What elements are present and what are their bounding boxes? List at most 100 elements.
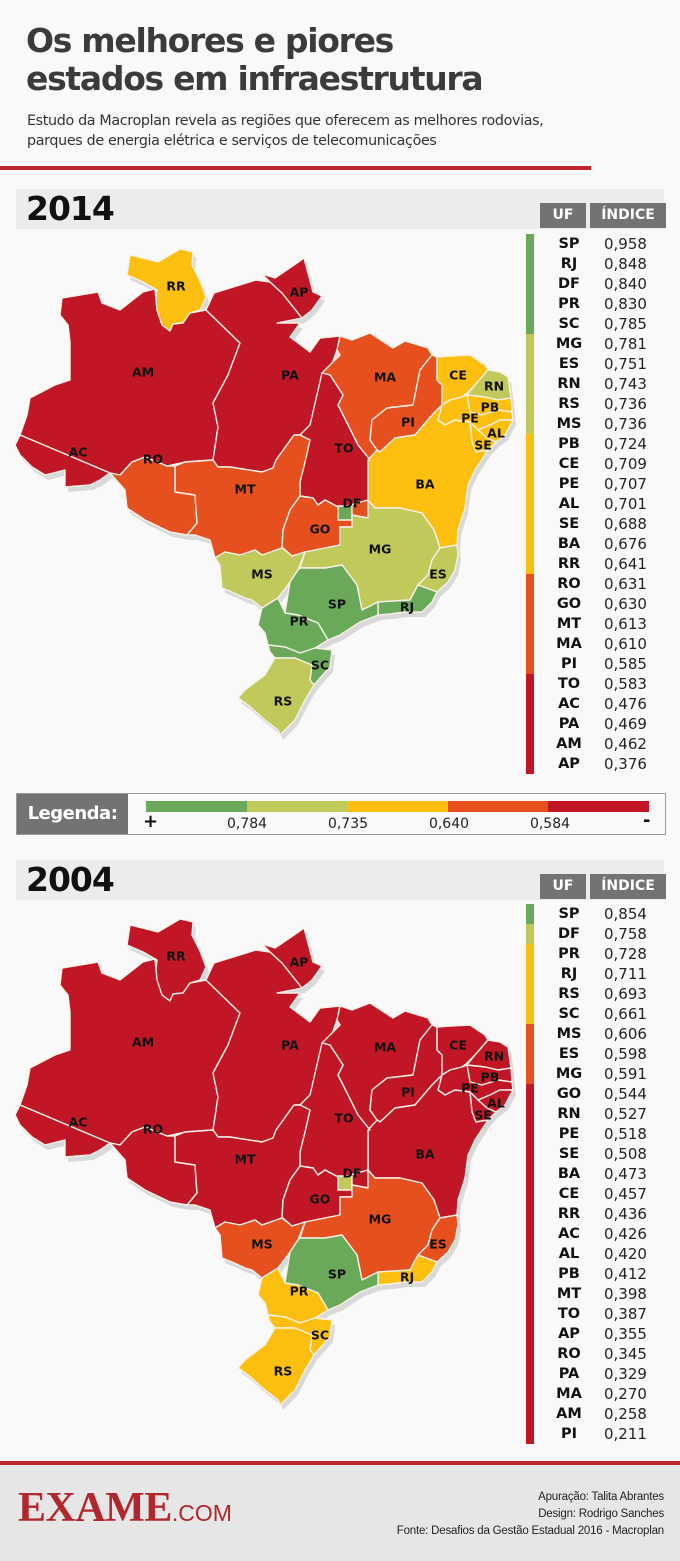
table-row: MG 0,591 [526, 1064, 666, 1084]
state-label: GO [310, 1192, 331, 1207]
state-index: 0,518 [604, 1125, 647, 1143]
table-row: MS 0,606 [526, 1024, 666, 1044]
state-index: 0,676 [604, 535, 647, 553]
credit-source: Fonte: Desafios da Gestão Estadual 2016 … [396, 1525, 664, 1537]
state-es [417, 544, 459, 593]
state-code: AC [558, 696, 580, 712]
tier-color-bar [526, 1244, 534, 1264]
table-row: SP 0,958 [526, 234, 666, 254]
legend-threshold: 0,640 [428, 816, 470, 832]
state-label: MG [369, 1212, 392, 1227]
state-label: PA [281, 368, 299, 383]
state-am [19, 288, 241, 476]
state-label: RS [274, 694, 293, 709]
state-label: MA [374, 370, 396, 385]
table-row: AM 0,462 [526, 734, 666, 754]
state-index: 0,736 [604, 395, 647, 413]
state-index: 0,848 [604, 255, 647, 273]
state-code: RN [557, 376, 581, 392]
tier-color-bar [526, 254, 534, 274]
state-code: PA [558, 716, 580, 732]
state-label: SE [474, 438, 492, 453]
legend-color-scale [146, 801, 649, 812]
state-index: 0,585 [604, 655, 647, 673]
state-index: 0,345 [604, 1345, 647, 1363]
state-code: RJ [560, 256, 578, 272]
state-ce [436, 1024, 489, 1076]
table-row: SP 0,854 [526, 904, 666, 924]
state-rj [377, 584, 438, 616]
tier-color-bar [526, 234, 534, 254]
state-code: GO [556, 1086, 582, 1102]
state-index: 0,743 [604, 375, 647, 393]
state-label: AC [69, 1115, 88, 1130]
tier-color-bar [526, 984, 534, 1004]
state-code: SE [558, 1146, 580, 1162]
state-index: 0,211 [604, 1425, 647, 1443]
tier-color-bar [526, 674, 534, 694]
tier-color-bar [526, 734, 534, 754]
state-index: 0,707 [604, 475, 647, 493]
table-row: ES 0,751 [526, 354, 666, 374]
table-row: PA 0,469 [526, 714, 666, 734]
legend: Legenda: + 0,784 0,735 0,640 0,584 - [16, 793, 666, 835]
tier-color-bar [526, 314, 534, 334]
table-row: GO 0,544 [526, 1084, 666, 1104]
state-rj [377, 1254, 438, 1286]
state-label: RR [166, 279, 186, 294]
state-index: 0,462 [604, 735, 647, 753]
state-index: 0,544 [604, 1085, 647, 1103]
state-ce [436, 354, 489, 406]
table-row: RO 0,345 [526, 1344, 666, 1364]
tier-color-bar [526, 634, 534, 654]
legend-threshold: 0,584 [529, 816, 571, 832]
tier-color-bar [526, 594, 534, 614]
state-index: 0,376 [604, 755, 647, 773]
tier-color-bar [526, 514, 534, 534]
state-index: 0,728 [604, 945, 647, 963]
state-code: RS [558, 396, 580, 412]
state-index: 0,854 [604, 905, 647, 923]
table-row: TO 0,583 [526, 674, 666, 694]
footer-divider [0, 1461, 680, 1465]
table-row: PI 0,211 [526, 1424, 666, 1444]
tier-color-bar [526, 944, 534, 964]
state-label: AM [132, 1035, 154, 1050]
legend-threshold: 0,784 [226, 816, 268, 832]
state-label: DF [343, 1166, 362, 1181]
state-code: GO [556, 596, 582, 612]
state-code: AC [558, 1226, 580, 1242]
exame-logo[interactable]: EXAME.COM [18, 1485, 232, 1536]
table-row: CE 0,457 [526, 1184, 666, 1204]
state-label: SP [328, 1267, 346, 1282]
state-label: AL [487, 1096, 505, 1111]
state-label: PE [461, 411, 479, 426]
state-label: TO [334, 441, 353, 456]
table-row: AP 0,355 [526, 1324, 666, 1344]
footer: EXAME.COM Apuração: Talita Abrantes Desi… [0, 1465, 680, 1561]
state-index: 0,711 [604, 965, 647, 983]
state-label: RN [484, 379, 504, 394]
tier-color-bar [526, 1204, 534, 1224]
page-title: Os melhores e piores estados em infraest… [26, 22, 666, 98]
state-index: 0,426 [604, 1225, 647, 1243]
state-index: 0,329 [604, 1365, 647, 1383]
title-divider [0, 166, 591, 170]
tier-color-bar [526, 924, 534, 944]
legend-swatch-tier1 [146, 801, 247, 812]
state-code: PE [558, 476, 580, 492]
state-index: 0,598 [604, 1045, 647, 1063]
tier-color-bar [526, 1324, 534, 1344]
table-row: PE 0,518 [526, 1124, 666, 1144]
state-code: MT [556, 1286, 582, 1302]
state-rs [237, 1327, 315, 1406]
credit-design: Design: Rodrigo Sanches [538, 1508, 664, 1520]
tier-color-bar [526, 494, 534, 514]
table-row: AM 0,258 [526, 1404, 666, 1424]
table-row: MT 0,613 [526, 614, 666, 634]
legend-minus-sign: - [643, 810, 651, 831]
tier-color-bar [526, 294, 534, 314]
state-ac [14, 1104, 111, 1158]
tier-color-bar [526, 1264, 534, 1284]
